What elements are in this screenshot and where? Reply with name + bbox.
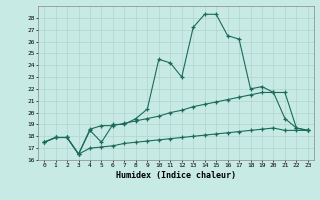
X-axis label: Humidex (Indice chaleur): Humidex (Indice chaleur) — [116, 171, 236, 180]
